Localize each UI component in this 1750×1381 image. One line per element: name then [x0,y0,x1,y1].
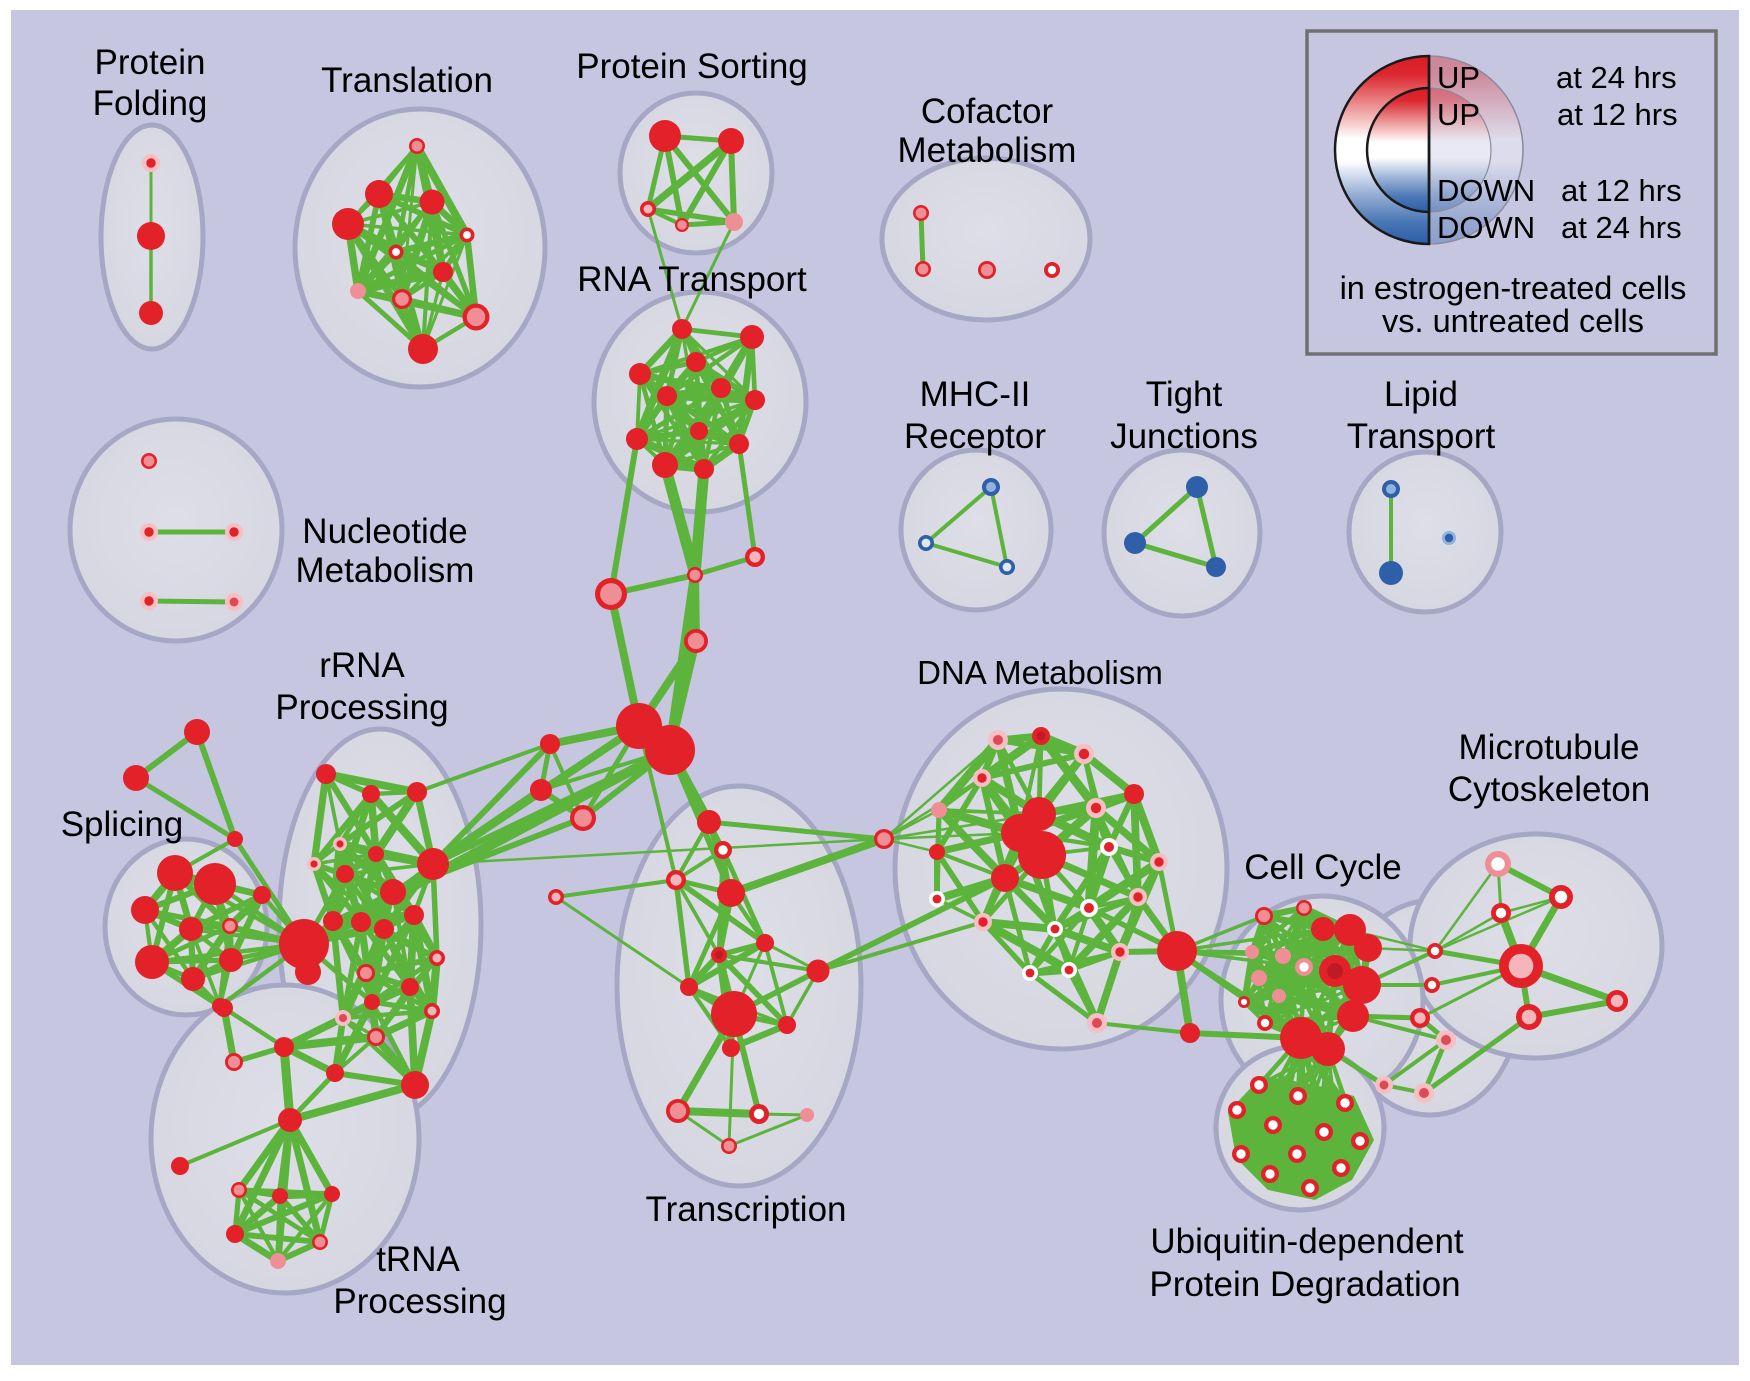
svg-text:at 12 hrs: at 12 hrs [1557,97,1678,132]
svg-text:DNA Metabolism: DNA Metabolism [917,654,1163,691]
svg-text:Processing: Processing [275,688,448,727]
svg-text:Translation: Translation [321,61,493,100]
svg-text:DOWN: DOWN [1437,210,1535,245]
svg-text:Receptor: Receptor [904,417,1046,456]
svg-text:Transcription: Transcription [646,1190,847,1229]
svg-text:Splicing: Splicing [61,805,184,844]
svg-text:RNA Transport: RNA Transport [577,260,807,299]
svg-text:Metabolism: Metabolism [898,131,1077,170]
svg-text:at 24 hrs: at 24 hrs [1561,210,1682,245]
svg-text:Transport: Transport [1347,417,1496,456]
svg-text:Protein Sorting: Protein Sorting [576,47,808,86]
svg-text:Junctions: Junctions [1110,417,1258,456]
svg-text:Cell Cycle: Cell Cycle [1244,848,1402,887]
svg-text:Processing: Processing [333,1282,506,1321]
svg-text:Nucleotide: Nucleotide [302,512,467,551]
svg-text:Lipid: Lipid [1384,375,1458,414]
svg-text:DOWN: DOWN [1437,173,1535,208]
svg-text:Ubiquitin-dependent: Ubiquitin-dependent [1150,1222,1464,1261]
svg-text:Cytoskeleton: Cytoskeleton [1448,770,1650,809]
svg-text:rRNA: rRNA [319,646,405,685]
svg-text:tRNA: tRNA [376,1240,460,1279]
svg-text:Microtubule: Microtubule [1459,728,1640,767]
svg-text:Protein: Protein [95,43,206,82]
svg-text:at 24 hrs: at 24 hrs [1556,60,1677,95]
svg-text:vs. untreated cells: vs. untreated cells [1382,303,1644,339]
svg-text:in estrogen-treated cells: in estrogen-treated cells [1340,270,1687,306]
svg-text:Cofactor: Cofactor [921,92,1054,131]
svg-text:UP: UP [1437,60,1480,95]
svg-text:Metabolism: Metabolism [296,551,475,590]
svg-text:Tight: Tight [1146,375,1223,414]
svg-text:UP: UP [1437,97,1480,132]
svg-text:at 12 hrs: at 12 hrs [1561,173,1682,208]
svg-text:Folding: Folding [93,84,208,123]
svg-text:MHC-II: MHC-II [920,375,1031,414]
svg-text:Protein Degradation: Protein Degradation [1149,1265,1460,1304]
